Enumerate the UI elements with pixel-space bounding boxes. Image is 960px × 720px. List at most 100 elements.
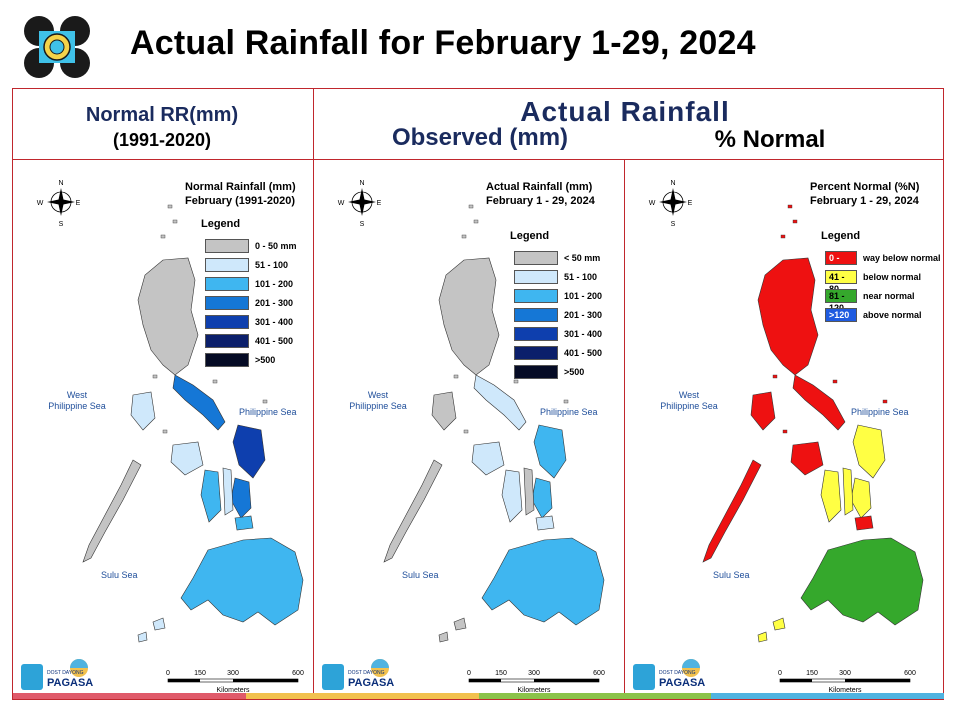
map-title: Normal Rainfall (mm) February (1991-2020) [185,180,296,208]
legend-swatch [514,365,558,379]
region-panay [790,441,824,476]
legend-label: above normal [863,310,922,320]
islet [461,234,467,239]
bottom-color-bar-segment [478,693,712,699]
map-title-line-2: February (1991-2020) [185,195,296,207]
region-negros [820,469,842,523]
content-frame [12,88,944,700]
scale-unit-label: Kilometers [828,687,862,694]
legend-item: 51 - 100 [514,269,597,285]
legend-item: 401 - 500 [205,333,293,349]
region-negros [200,469,222,523]
compass-w-label: W [37,200,44,207]
legend-item: >500 [514,364,584,380]
region-mindanao [481,537,605,626]
legend-swatch: 81 - 120 [825,289,857,313]
region-mindanao [180,537,304,626]
region-cebu [523,467,535,516]
compass-rose-icon: N S E W [649,180,693,228]
brand-name-text: PAGASA [659,677,705,689]
islet [468,204,474,209]
map-title-line-2: February 1 - 29, 2024 [810,195,919,207]
scale-tick-label: 0 [778,670,782,677]
islet [772,374,778,379]
scale-tick-label: 300 [528,670,540,677]
actual-rainfall-heading: Actual Rainfall [520,96,730,127]
islet [172,219,178,224]
brand-small-text: DOST DAYONG [659,670,696,676]
pagasa-logo [22,14,92,80]
legend-item: 81 - 120 near normal [825,288,915,313]
region-palawan [82,459,142,563]
legend-swatch [205,239,249,253]
islet [453,374,459,379]
scale-bar: 0 150 300 600 Kilometers [166,670,304,694]
legend-title: Legend [510,230,550,242]
map-title: Percent Normal (%N) February 1 - 29, 2024 [810,180,919,208]
region-bicol [792,374,846,431]
legend-label: 51 - 100 [564,272,598,282]
legend-label: 301 - 400 [255,317,294,327]
legend-swatch [514,270,558,284]
sea-label-line: West [66,390,88,400]
legend-item: >500 [205,352,275,368]
legend-item: 301 - 400 [205,314,293,330]
region-mindanao [800,537,924,626]
legend-item: 201 - 300 [514,307,602,323]
sea-label-line: Philippine Sea [48,401,106,411]
legend-label: 401 - 500 [564,348,603,358]
column-divider-2 [624,159,625,700]
region-bohol [234,515,254,531]
sea-label-line: West [678,390,700,400]
legend-swatch [514,308,558,322]
column-divider-1 [313,88,314,700]
region-mindoro [431,391,457,431]
region-mindoro [750,391,776,431]
region-cebu [842,467,854,516]
map-title: Actual Rainfall (mm) February 1 - 29, 202… [486,180,595,208]
islet [160,234,166,239]
compass-rose-icon: N S E W [338,180,382,228]
legend-swatch [514,327,558,341]
bottom-color-bar-segment [711,693,944,699]
normal-rainfall-map-panel: N S E W 0 150 300 600 Kilometers DOST DAYONG PAGAS… [13,160,313,700]
bottom-color-bar-segment [245,693,479,699]
islet [262,399,268,404]
islet [563,399,569,404]
legend-item: 301 - 400 [514,326,602,342]
bottom-color-bar-segment [13,693,246,699]
compass-s-label: S [360,221,365,228]
compass-rose-icon: N S E W [37,180,81,228]
compass-s-label: S [59,221,64,228]
sea-label-west-philippine-sea: West Philippine Sea [37,390,117,412]
brand-small-text: DOST DAYONG [348,670,385,676]
legend-label: near normal [863,291,915,301]
scale-tick-label: 600 [292,670,304,677]
sea-label-west-philippine-sea: West Philippine Sea [649,390,729,412]
compass-e-label: E [377,200,382,207]
scale-tick-label: 0 [467,670,471,677]
islet [832,379,838,384]
scale-tick-label: 300 [839,670,851,677]
legend-swatch [205,277,249,291]
region-leyte [230,477,252,519]
compass-w-label: W [338,200,345,207]
sea-label-line: West [367,390,389,400]
region-negros [501,469,523,523]
sea-label-sulu-sea: Sulu Sea [713,570,750,580]
scale-tick-label: 600 [904,670,916,677]
sea-label-line: Philippine Sea [660,401,718,411]
legend-label: >500 [255,355,276,365]
philippines-map: N S E W 0 150 300 600 Kilometers DOST DAYONGPAGAS… [322,180,605,694]
islet [463,429,469,434]
compass-e-label: E [688,200,693,207]
sea-label-philippine-sea: Philippine Sea [851,407,909,417]
compass-n-label: N [58,180,63,187]
region-bohol [535,515,555,531]
legend-swatch [514,251,558,265]
islet [152,374,158,379]
scale-unit-label: Kilometers [216,687,250,694]
legend-swatch: 0 - 40% [825,251,857,275]
sea-label-line: Philippine Sea [349,401,407,411]
